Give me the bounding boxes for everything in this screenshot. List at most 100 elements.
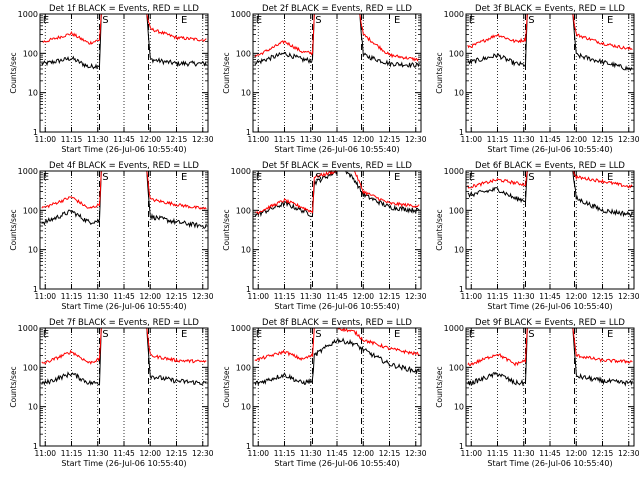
x-tick-label: 12:30 <box>405 292 427 301</box>
x-axis-label: Start Time (26-Jul-06 10:55:40) <box>61 459 186 468</box>
x-tick-label: 11:00 <box>460 292 482 301</box>
y-tick-label: 1000 <box>18 324 38 333</box>
x-tick-label: 12:00 <box>352 449 374 458</box>
x-tick-label: 12:15 <box>592 135 614 144</box>
x-tick-label: 11:45 <box>326 449 348 458</box>
x-tick-label: 12:15 <box>166 449 188 458</box>
y-axis-label: Counts/sec <box>9 366 18 407</box>
event-marker-label: E <box>256 15 262 26</box>
event-marker-label: E <box>43 329 49 340</box>
x-tick-label: 11:00 <box>460 449 482 458</box>
y-tick-label: 10 <box>241 89 251 98</box>
x-tick-label: 12:15 <box>592 292 614 301</box>
detector-panel: Det 5f BLACK = Events, RED = LLD 1 10 100 10… <box>222 161 427 311</box>
detector-panel: Det 7f BLACK = Events, RED = LLD 1 10 100 10… <box>9 318 214 468</box>
y-tick-label: 1000 <box>231 10 251 19</box>
x-tick-label: 11:15 <box>274 449 296 458</box>
plot-frame <box>39 170 209 290</box>
y-tick-label: 1000 <box>444 10 464 19</box>
x-tick-label: 11:45 <box>539 292 561 301</box>
panel-title: Det 5f BLACK = Events, RED = LLD <box>262 161 412 171</box>
x-axis-label: Start Time (26-Jul-06 10:55:40) <box>61 145 186 154</box>
y-tick-label: 1 <box>459 128 464 137</box>
x-tick-label: 11:30 <box>300 135 322 144</box>
panel-title: Det 6f BLACK = Events, RED = LLD <box>475 161 625 171</box>
x-tick-label: 11:30 <box>300 292 322 301</box>
y-tick-label: 100 <box>236 206 251 215</box>
y-tick-label: 10 <box>454 403 464 412</box>
x-tick-label: 11:00 <box>34 135 56 144</box>
x-tick-label: 12:15 <box>166 292 188 301</box>
plot-frame <box>252 327 422 447</box>
y-tick-label: 10 <box>28 246 38 255</box>
x-tick-label: 12:15 <box>379 292 401 301</box>
panel-title: Det 2f BLACK = Events, RED = LLD <box>262 4 412 14</box>
detector-panel: Det 3f BLACK = Events, RED = LLD 1 10 100 10… <box>435 4 640 154</box>
x-axis-label: Start Time (26-Jul-06 10:55:40) <box>487 145 612 154</box>
x-tick-label: 11:15 <box>61 292 83 301</box>
y-axis-label: Counts/sec <box>435 209 444 250</box>
panel-title: Det 3f BLACK = Events, RED = LLD <box>475 4 625 14</box>
x-tick-label: 11:15 <box>487 449 509 458</box>
x-tick-label: 12:30 <box>618 292 640 301</box>
x-axis-label: Start Time (26-Jul-06 10:55:40) <box>61 302 186 311</box>
y-tick-label: 1 <box>459 285 464 294</box>
x-axis-label: Start Time (26-Jul-06 10:55:40) <box>274 459 399 468</box>
y-tick-label: 1000 <box>18 10 38 19</box>
x-tick-label: 12:00 <box>565 135 587 144</box>
y-axis-label: Counts/sec <box>9 52 18 93</box>
event-marker-label: E <box>181 172 187 183</box>
y-axis-label: Counts/sec <box>222 52 231 93</box>
x-tick-label: 11:15 <box>487 292 509 301</box>
event-marker-label: S <box>528 15 534 26</box>
event-marker-label: S <box>315 329 321 340</box>
x-tick-label: 11:45 <box>113 135 135 144</box>
event-marker-label: E <box>607 172 613 183</box>
x-tick-label: 12:15 <box>379 135 401 144</box>
x-tick-label: 11:30 <box>87 449 109 458</box>
x-tick-label: 11:45 <box>326 292 348 301</box>
y-axis-label: Counts/sec <box>435 366 444 407</box>
y-tick-label: 1000 <box>231 167 251 176</box>
y-tick-label: 1000 <box>444 167 464 176</box>
event-marker-label: E <box>469 329 475 340</box>
x-tick-label: 11:15 <box>274 292 296 301</box>
y-tick-label: 10 <box>28 403 38 412</box>
x-tick-label: 11:30 <box>87 292 109 301</box>
x-tick-label: 11:15 <box>274 135 296 144</box>
x-tick-label: 11:00 <box>247 449 269 458</box>
detector-panel: Det 9f BLACK = Events, RED = LLD 1 10 100 10… <box>435 318 640 468</box>
x-tick-label: 11:30 <box>513 292 535 301</box>
x-tick-label: 11:45 <box>113 449 135 458</box>
y-tick-label: 1000 <box>231 324 251 333</box>
panel-title: Det 1f BLACK = Events, RED = LLD <box>49 4 199 14</box>
x-tick-label: 12:30 <box>405 449 427 458</box>
y-tick-label: 10 <box>454 246 464 255</box>
x-tick-label: 11:00 <box>34 292 56 301</box>
y-tick-label: 100 <box>449 49 464 58</box>
detector-panel: Det 8f BLACK = Events, RED = LLD 1 10 100 10… <box>222 318 427 468</box>
y-axis-label: Counts/sec <box>435 52 444 93</box>
y-tick-label: 1 <box>33 128 38 137</box>
event-marker-label: S <box>528 329 534 340</box>
x-tick-label: 11:30 <box>513 135 535 144</box>
x-tick-label: 12:30 <box>192 449 214 458</box>
x-tick-label: 12:15 <box>379 449 401 458</box>
x-tick-label: 12:00 <box>352 135 374 144</box>
x-tick-label: 11:45 <box>539 135 561 144</box>
x-tick-label: 11:45 <box>539 449 561 458</box>
y-axis-label: Counts/sec <box>222 209 231 250</box>
x-tick-label: 12:00 <box>565 449 587 458</box>
panel-title: Det 9f BLACK = Events, RED = LLD <box>475 318 625 328</box>
x-tick-label: 11:15 <box>61 449 83 458</box>
plot-frame <box>465 327 635 447</box>
x-tick-label: 11:30 <box>87 135 109 144</box>
plot-frame <box>465 13 635 133</box>
y-tick-label: 1 <box>246 128 251 137</box>
panel-title: Det 8f BLACK = Events, RED = LLD <box>262 318 412 328</box>
x-tick-label: 11:45 <box>113 292 135 301</box>
y-tick-label: 100 <box>236 363 251 372</box>
event-marker-label: S <box>102 15 108 26</box>
plot-frame <box>252 170 422 290</box>
